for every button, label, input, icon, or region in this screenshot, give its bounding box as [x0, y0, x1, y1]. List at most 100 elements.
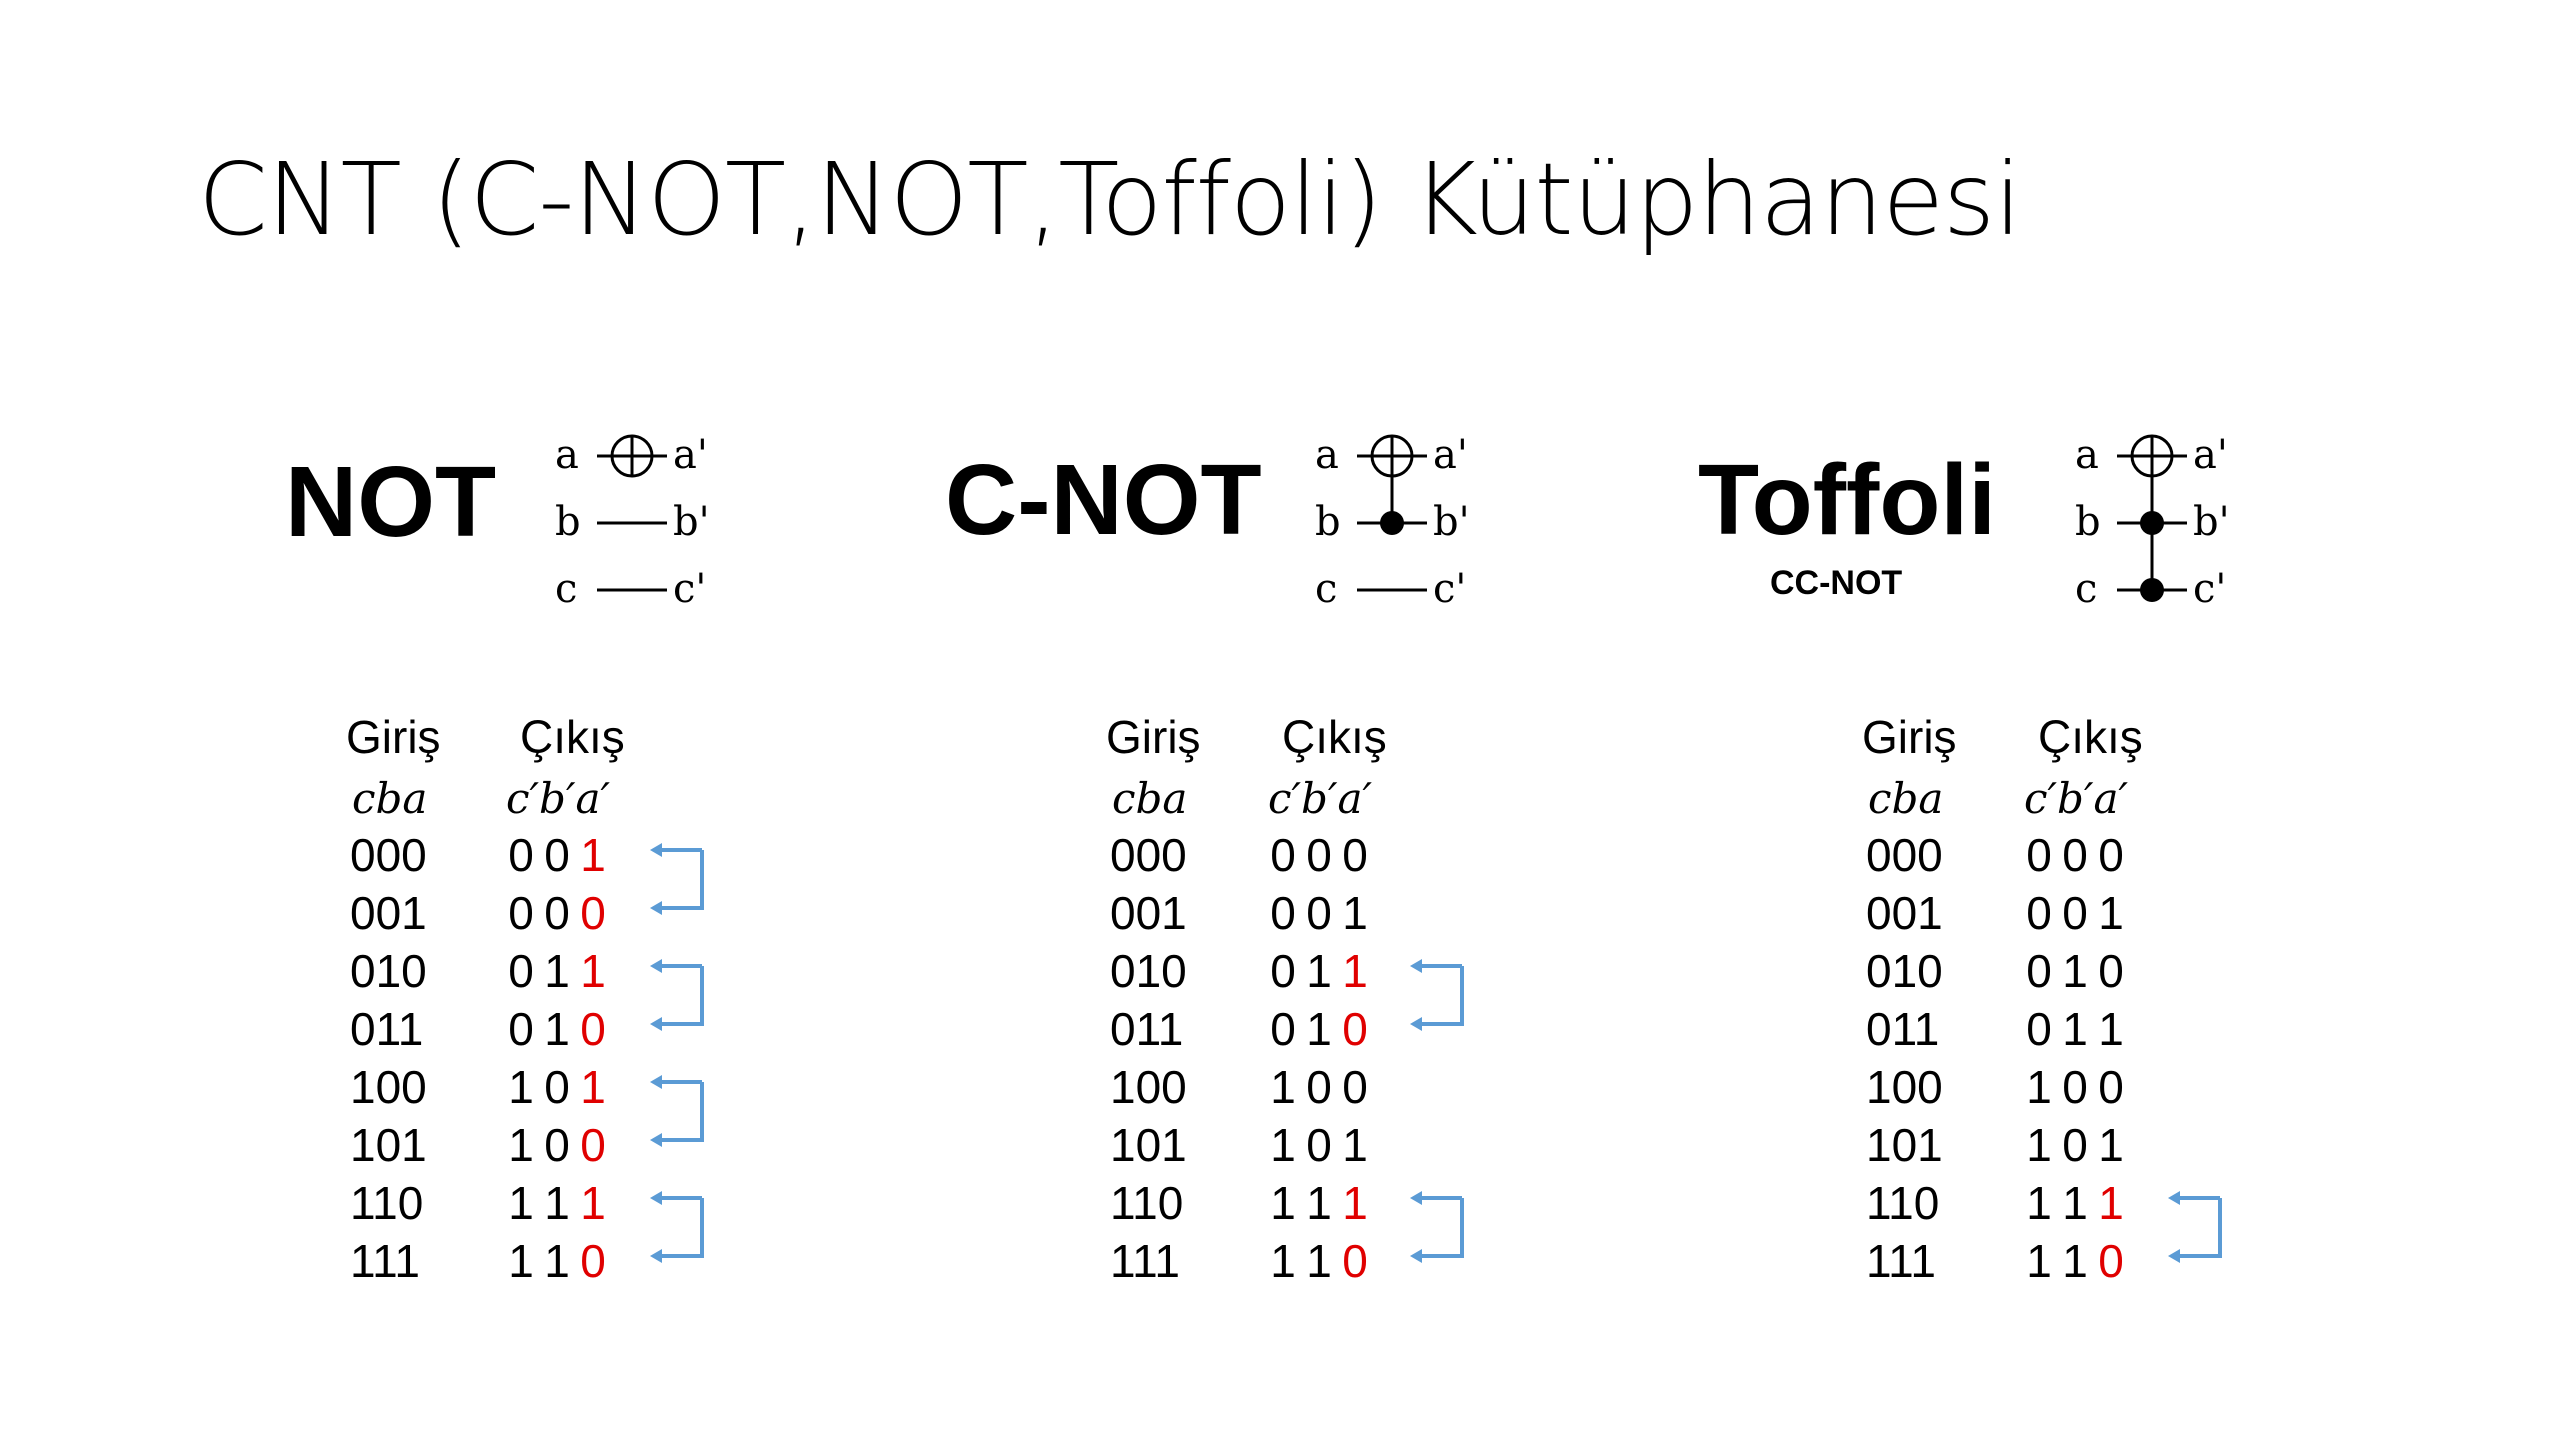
output-bit: 0 [2062, 1061, 2088, 1113]
output-bit: 1 [1306, 945, 1332, 997]
swap-arrow-down [656, 966, 704, 1026]
circuit-diagram-c-not: a a' b b' c c' [1315, 432, 1470, 612]
swap-arrowhead [650, 1249, 662, 1263]
wire-input-label: c [555, 566, 577, 612]
output-bit: 1 [580, 1061, 606, 1113]
output-bit: 0 [1342, 1235, 1368, 1287]
output-bit: 1 [544, 1003, 570, 1055]
output-bit: 1 [544, 1235, 570, 1287]
output-bit: 0 [2026, 829, 2052, 881]
output-bit: 0 [2098, 1235, 2124, 1287]
swap-arrowhead [650, 1191, 662, 1205]
swap-arrow-down [656, 850, 704, 910]
wire-input-label: a [555, 432, 579, 478]
table-input-cell: 010 [350, 945, 427, 997]
output-bit: 1 [2098, 1119, 2124, 1171]
output-bit: 1 [2026, 1061, 2052, 1113]
table-input-cell: 111 [1110, 1235, 1180, 1287]
swap-arrowhead [1410, 1249, 1422, 1263]
output-bit: 0 [2062, 887, 2088, 939]
slide-title: CNT (C-NOT,NOT,Toffoli) Kütüphanesi [198, 141, 2022, 258]
table-input-cell: 001 [350, 887, 427, 939]
output-bit: 0 [1306, 887, 1332, 939]
output-bit: 0 [544, 829, 570, 881]
swap-arrowhead [1410, 1017, 1422, 1031]
output-bit: 0 [1270, 1003, 1296, 1055]
wire-output-label: a' [673, 432, 708, 478]
swap-arrow-down [656, 1082, 704, 1142]
output-variables: c′b′a′ [2024, 774, 2129, 823]
table-input-cell: 110 [1110, 1177, 1184, 1229]
output-bit: 0 [1342, 1061, 1368, 1113]
table-input-cell: 011 [1866, 1003, 1940, 1055]
output-bit: 1 [508, 1061, 534, 1113]
wire-input-label: a [1315, 432, 1339, 478]
wire-output-label: c' [673, 566, 706, 612]
table-input-cell: 101 [1110, 1119, 1187, 1171]
table-input-cell: 010 [1866, 945, 1943, 997]
wire-output-label: b' [673, 499, 710, 545]
output-bit: 0 [508, 1003, 534, 1055]
table-input-cell: 011 [1110, 1003, 1184, 1055]
circuit-diagram-not: a a' b b' c c' [555, 432, 710, 612]
output-bit: 0 [2098, 945, 2124, 997]
table-input-cell: 111 [1866, 1235, 1936, 1287]
wire-input-label: a [2075, 432, 2099, 478]
table-input-cell: 010 [1110, 945, 1187, 997]
output-bit: 1 [1306, 1003, 1332, 1055]
output-bit: 1 [1270, 1177, 1296, 1229]
output-bit: 0 [544, 1061, 570, 1113]
output-bit: 1 [1306, 1235, 1332, 1287]
output-bit: 0 [2098, 1061, 2124, 1113]
table-input-cell: 110 [1866, 1177, 1940, 1229]
control-dot [2140, 511, 2164, 535]
output-bit: 0 [544, 887, 570, 939]
wire-input-label: c [1315, 566, 1337, 612]
swap-arrow-down [1416, 1198, 1464, 1258]
output-header: Çıkış [2038, 711, 2143, 763]
swap-arrow-down [1416, 966, 1464, 1026]
output-bit: 1 [2026, 1119, 2052, 1171]
table-input-cell: 111 [350, 1235, 420, 1287]
table-input-cell: 001 [1110, 887, 1187, 939]
control-dot [1380, 511, 1404, 535]
output-bit: 0 [580, 1119, 606, 1171]
output-bit: 1 [1270, 1235, 1296, 1287]
output-bit: 0 [1306, 829, 1332, 881]
output-header: Çıkış [1282, 711, 1387, 763]
output-bit: 1 [2098, 1003, 2124, 1055]
swap-arrowhead [2168, 1249, 2180, 1263]
wire-output-label: a' [2193, 432, 2228, 478]
output-bit: 0 [580, 1003, 606, 1055]
table-input-cell: 101 [350, 1119, 427, 1171]
output-bit: 0 [2098, 829, 2124, 881]
swap-arrowhead [1410, 1191, 1422, 1205]
output-bit: 1 [1342, 1177, 1368, 1229]
swap-arrowhead [650, 1133, 662, 1147]
output-bit: 1 [544, 945, 570, 997]
wire-input-label: b [1315, 499, 1341, 545]
input-header: Giriş [1106, 711, 1201, 763]
output-bit: 0 [2026, 887, 2052, 939]
wire-output-label: b' [2193, 499, 2230, 545]
output-bit: 1 [2062, 1003, 2088, 1055]
table-input-cell: 001 [1866, 887, 1943, 939]
gate-name-not: NOT [285, 446, 497, 558]
output-variables: c′b′a′ [506, 774, 611, 823]
output-header: Çıkış [520, 711, 625, 763]
